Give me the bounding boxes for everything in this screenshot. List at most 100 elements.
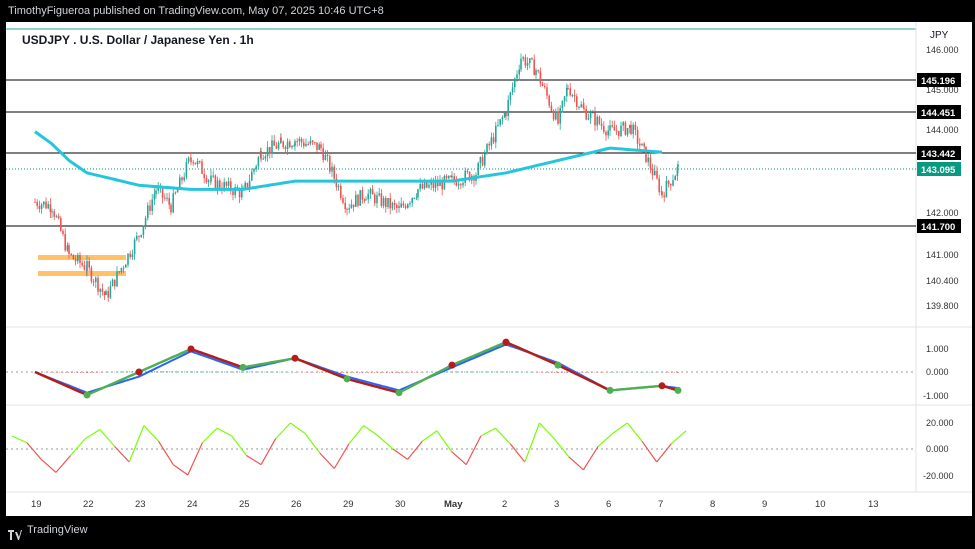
osc1-histogram-bar — [41, 372, 43, 373]
candle-body — [151, 199, 153, 211]
candle-body — [333, 166, 335, 179]
candle-body — [45, 201, 47, 209]
candle-body — [367, 193, 369, 200]
candle-body — [434, 181, 437, 188]
osc2-tick: 0.000 — [926, 444, 949, 454]
candle-body — [656, 170, 658, 179]
osc1-histogram-bar — [291, 371, 293, 373]
osc1-histogram-bar — [243, 371, 245, 373]
candle-body — [241, 189, 243, 198]
osc1-histogram-bar — [249, 371, 251, 373]
candle-body — [79, 254, 81, 264]
candle-body — [365, 199, 367, 201]
candle-body — [589, 112, 592, 118]
price-tick: 145.000 — [926, 85, 959, 95]
candle-body — [499, 119, 501, 125]
candle-body — [546, 87, 548, 96]
osc1-histogram-bar — [455, 371, 457, 373]
candle-body — [149, 205, 151, 211]
candle-body — [140, 234, 142, 237]
tradingview-logo[interactable]: TradingView — [8, 518, 88, 542]
osc1-histogram-bar — [239, 371, 241, 373]
osc1-histogram-bar — [597, 372, 599, 373]
candle-body — [38, 206, 41, 209]
candle-body — [346, 209, 348, 211]
candle-body — [92, 281, 95, 283]
osc1-histogram-bar — [298, 372, 300, 373]
candle-body — [462, 182, 464, 186]
candle-body — [385, 198, 387, 208]
osc1-histogram-bar — [545, 372, 547, 373]
candle-body — [609, 125, 611, 131]
chart-area: USDJPY . U.S. Dollar / Japanese Yen . 1h… — [6, 22, 972, 516]
osc2-segment — [626, 422, 643, 442]
osc1-histogram-bar — [316, 372, 318, 373]
osc1-histogram-bar — [500, 371, 502, 373]
candle-body — [583, 107, 585, 110]
osc2-line — [11, 422, 687, 476]
currency-label: JPY — [930, 30, 949, 41]
candle-body — [490, 137, 493, 146]
candle-body — [522, 57, 524, 59]
osc1-histogram-bar — [619, 372, 621, 373]
osc1-histogram-bar — [261, 371, 263, 373]
candle-body — [172, 193, 174, 213]
osc1-histogram-bar — [567, 372, 569, 373]
osc1-histogram-bar — [132, 371, 134, 373]
candle-body — [437, 181, 439, 187]
zone-box — [38, 255, 126, 260]
candle-body — [114, 279, 116, 287]
osc2-segment — [451, 451, 467, 466]
osc2-segment — [70, 438, 86, 456]
price-axis: 146.000 145.000 144.000 142.000 141.000 … — [926, 45, 959, 311]
candle-body — [374, 194, 376, 204]
osc1-histogram-bar — [346, 372, 348, 374]
osc1-histogram-bar — [402, 372, 404, 374]
candle-body — [324, 154, 327, 160]
osc1-histogram-bar — [521, 371, 523, 373]
osc1-histogram-bar — [242, 371, 244, 373]
osc1-cross-dot — [554, 361, 562, 369]
osc1-histogram-bar — [215, 371, 217, 373]
candle-body — [118, 271, 120, 273]
osc1-histogram-bar — [209, 371, 211, 373]
osc1-histogram-bar — [203, 371, 205, 373]
candle-body — [212, 175, 214, 177]
candle-body — [136, 235, 138, 240]
osc1-histogram-bar — [464, 371, 466, 373]
osc1-histogram-bar — [99, 372, 101, 373]
price-tick: 146.000 — [926, 45, 959, 55]
osc1-histogram-bar — [551, 372, 553, 373]
osc1-histogram-bar — [322, 372, 324, 373]
osc1-histogram-bar — [285, 371, 287, 373]
candle-body — [453, 176, 455, 181]
candle-body — [432, 182, 435, 188]
osc1-histogram-bar — [365, 372, 367, 374]
candle-body — [663, 195, 665, 198]
candle-body — [214, 175, 217, 189]
osc1-histogram-bar — [470, 371, 472, 373]
osc1-falling-segments — [34, 340, 679, 397]
osc1-histogram-bar — [154, 370, 156, 373]
candle-body — [120, 268, 123, 273]
osc2-segment — [114, 445, 130, 463]
candle-body — [539, 71, 542, 84]
osc1-histogram-bar — [646, 372, 648, 373]
candle-body — [266, 147, 269, 157]
osc1-histogram-bar — [652, 372, 654, 373]
candle-body — [460, 184, 462, 186]
osc2-segment — [348, 425, 365, 445]
time-tick: 7 — [658, 499, 663, 510]
candle-body — [144, 218, 147, 226]
time-tick: 8 — [710, 499, 715, 510]
price-tick: 141.000 — [926, 250, 959, 260]
candle-body — [90, 267, 93, 282]
osc1-histogram-bar — [637, 372, 639, 373]
candle-body — [509, 92, 512, 101]
osc2-segment — [231, 435, 247, 456]
supply-demand-zones — [38, 255, 126, 276]
osc1-histogram-bar — [108, 371, 110, 373]
candle-body — [219, 180, 221, 188]
candle-body — [674, 176, 676, 181]
candle-body — [376, 195, 378, 204]
